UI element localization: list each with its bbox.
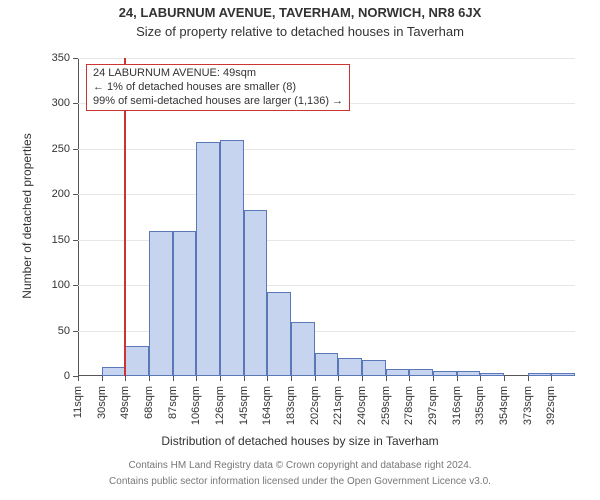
- y-axis-label: Number of detached properties: [20, 56, 34, 376]
- x-tick-mark: [315, 376, 316, 381]
- info-box-line: 99% of semi-detached houses are larger (…: [93, 95, 343, 109]
- x-tick-label: 145sqm: [238, 382, 250, 425]
- histogram-bar: [338, 358, 362, 376]
- chart-plot-area: 05010015020025030035011sqm30sqm49sqm68sq…: [78, 58, 575, 376]
- x-tick-label: 49sqm: [119, 382, 131, 419]
- x-tick-label: 278sqm: [403, 382, 415, 425]
- x-tick-label: 297sqm: [427, 382, 439, 425]
- x-tick-label: 87sqm: [167, 382, 179, 419]
- histogram-bar: [362, 360, 386, 376]
- x-tick-mark: [551, 376, 552, 381]
- y-axis-line: [78, 58, 79, 376]
- x-tick-mark: [102, 376, 103, 381]
- x-tick-label: 240sqm: [356, 382, 368, 425]
- info-box-line: ← 1% of detached houses are smaller (8): [93, 81, 343, 95]
- y-tick-label: 300: [52, 97, 78, 109]
- x-tick-mark: [291, 376, 292, 381]
- x-tick-label: 164sqm: [261, 382, 273, 425]
- x-tick-mark: [457, 376, 458, 381]
- x-tick-label: 202sqm: [309, 382, 321, 425]
- x-tick-mark: [386, 376, 387, 381]
- histogram-bar: [528, 373, 552, 376]
- x-tick-mark: [196, 376, 197, 381]
- histogram-bar: [149, 231, 173, 376]
- footer-line-1: Contains HM Land Registry data © Crown c…: [0, 460, 600, 471]
- x-tick-label: 126sqm: [214, 382, 226, 425]
- x-tick-label: 11sqm: [72, 382, 84, 418]
- x-tick-mark: [433, 376, 434, 381]
- x-tick-label: 392sqm: [545, 382, 557, 425]
- histogram-bar: [433, 371, 457, 376]
- x-tick-mark: [78, 376, 79, 381]
- x-tick-label: 354sqm: [498, 382, 510, 425]
- histogram-bar: [267, 292, 291, 376]
- histogram-bar: [244, 210, 268, 376]
- histogram-bar: [551, 373, 575, 376]
- x-tick-label: 221sqm: [332, 382, 344, 425]
- histogram-bar: [386, 369, 410, 376]
- histogram-bar: [409, 369, 433, 376]
- x-tick-mark: [173, 376, 174, 381]
- histogram-bar: [291, 322, 315, 377]
- y-tick-label: 200: [52, 188, 78, 200]
- x-tick-label: 106sqm: [190, 382, 202, 425]
- histogram-bar: [196, 142, 220, 376]
- x-tick-mark: [409, 376, 410, 381]
- y-tick-label: 0: [64, 370, 78, 382]
- page-title: 24, LABURNUM AVENUE, TAVERHAM, NORWICH, …: [0, 5, 600, 20]
- x-tick-mark: [220, 376, 221, 381]
- y-tick-label: 350: [52, 52, 78, 64]
- x-tick-mark: [480, 376, 481, 381]
- y-gridline: [78, 194, 575, 195]
- x-tick-label: 373sqm: [522, 382, 534, 425]
- histogram-bar: [125, 346, 149, 376]
- histogram-bar: [102, 367, 126, 376]
- x-tick-mark: [125, 376, 126, 381]
- info-box: 24 LABURNUM AVENUE: 49sqm← 1% of detache…: [86, 64, 350, 111]
- histogram-bar: [480, 373, 504, 376]
- y-tick-label: 250: [52, 143, 78, 155]
- histogram-bar: [315, 353, 339, 376]
- y-gridline: [78, 58, 575, 59]
- x-tick-mark: [244, 376, 245, 381]
- x-tick-label: 183sqm: [285, 382, 297, 425]
- histogram-bar: [173, 231, 197, 376]
- footer-line-2: Contains public sector information licen…: [0, 476, 600, 487]
- y-tick-label: 100: [52, 279, 78, 291]
- histogram-bar: [457, 371, 481, 376]
- y-tick-label: 50: [58, 325, 78, 337]
- info-box-line: 24 LABURNUM AVENUE: 49sqm: [93, 67, 343, 81]
- x-tick-mark: [338, 376, 339, 381]
- x-tick-label: 335sqm: [474, 382, 486, 425]
- histogram-bar: [220, 140, 244, 376]
- x-tick-mark: [504, 376, 505, 381]
- x-tick-label: 316sqm: [451, 382, 463, 425]
- x-tick-label: 259sqm: [380, 382, 392, 425]
- x-tick-mark: [267, 376, 268, 381]
- y-tick-label: 150: [52, 234, 78, 246]
- x-tick-label: 30sqm: [96, 382, 108, 419]
- x-tick-mark: [149, 376, 150, 381]
- x-tick-mark: [362, 376, 363, 381]
- x-axis-label: Distribution of detached houses by size …: [0, 434, 600, 448]
- chart-subtitle: Size of property relative to detached ho…: [0, 24, 600, 39]
- y-gridline: [78, 149, 575, 150]
- x-tick-mark: [528, 376, 529, 381]
- x-tick-label: 68sqm: [143, 382, 155, 419]
